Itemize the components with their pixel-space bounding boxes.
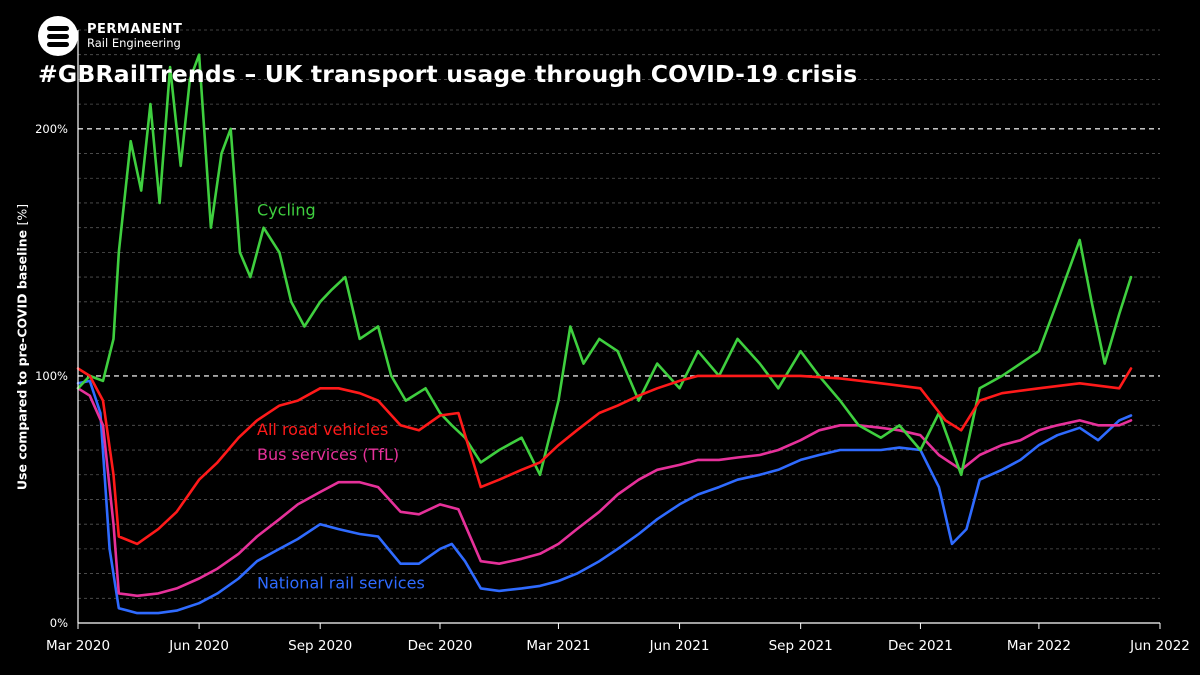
x-tick-label: Mar 2020 (46, 638, 110, 654)
x-tick-label: Dec 2020 (408, 638, 473, 654)
series-label-cycling: Cycling (257, 200, 316, 219)
brand-subtitle: Rail Engineering (87, 35, 181, 50)
series-lines (76, 53, 1133, 615)
x-tick-label: Jun 2020 (168, 638, 229, 654)
x-tick-label: Mar 2022 (1007, 638, 1071, 654)
y-tick-label: 0% (50, 616, 68, 630)
x-tick-label: Jun 2021 (649, 638, 710, 654)
y-axis: 0% 100% 200% (35, 30, 79, 630)
series-label-all-road-vehicles: All road vehicles (257, 420, 388, 439)
brand-name: PERMANENT (87, 22, 183, 38)
y-tick-label: 100% (35, 369, 68, 383)
series-label-bus-services-tfl: Bus services (TfL) (257, 445, 399, 464)
grid-lines (78, 29, 1160, 599)
series-line-all-road-vehicles (76, 367, 1133, 546)
brand-logo-icon (38, 16, 78, 56)
brand-logo-block: PERMANENT Rail Engineering (38, 16, 182, 56)
y-axis-label: Use compared to pre-COVID baseline [%] (15, 204, 30, 490)
series-line-cycling (76, 53, 1133, 477)
chart-title: #GBRailTrends – UK transport usage throu… (38, 60, 858, 88)
y-tick-label: 200% (35, 122, 68, 136)
x-tick-label: Sep 2021 (769, 638, 833, 654)
x-tick-label: Jun 2022 (1129, 638, 1190, 654)
x-tick-label: Mar 2021 (526, 638, 590, 654)
y-axis-label-unit: [%] (14, 203, 30, 226)
series-label-national-rail-services: National rail services (257, 573, 425, 592)
x-axis: Mar 2020 Jun 2020 Sep 2020 Dec 2020 Mar 2021… (46, 622, 1190, 654)
x-tick-label: Dec 2021 (888, 638, 953, 654)
series-line-national-rail-services (76, 379, 1133, 615)
x-tick-label: Sep 2020 (288, 638, 352, 654)
series-labels: Cycling All road vehicles Bus services (Tf… (257, 200, 425, 592)
y-axis-label-text: Use compared to pre-COVID baseline (14, 229, 30, 491)
